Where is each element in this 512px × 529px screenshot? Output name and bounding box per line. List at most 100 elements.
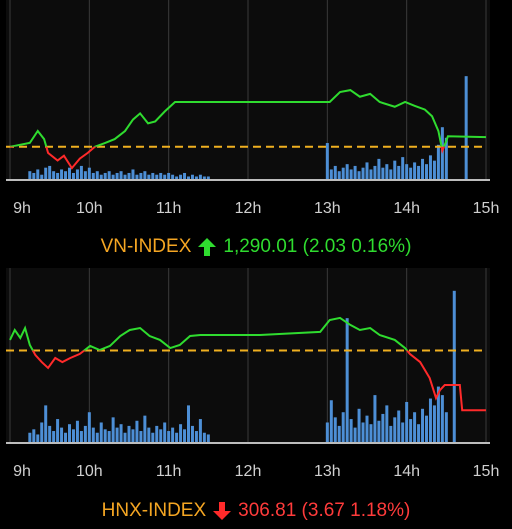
volume-bar — [48, 165, 52, 180]
volume-bar — [179, 174, 183, 180]
volume-bar — [432, 405, 436, 443]
volume-bar — [44, 167, 48, 180]
volume-bar — [206, 434, 210, 443]
volume-bar — [183, 172, 187, 180]
volume-bar — [405, 401, 409, 443]
price-line — [31, 350, 486, 412]
volume-bar — [167, 431, 171, 443]
x-tick-label: 11h — [156, 463, 182, 480]
x-tick-label: 14h — [393, 463, 420, 480]
volume-bar — [60, 427, 64, 443]
volume-bar — [190, 174, 194, 180]
volume-bar — [206, 176, 210, 180]
x-tick-label: 10h — [76, 463, 103, 480]
volume-bar — [183, 429, 187, 443]
volume-bar — [381, 413, 385, 443]
volume-bar — [151, 172, 155, 180]
volume-bar — [337, 425, 341, 443]
volume-bar — [52, 171, 56, 180]
volume-bar — [444, 137, 448, 180]
volume-bar — [32, 172, 36, 180]
volume-bar — [79, 165, 83, 180]
volume-bar — [190, 425, 194, 443]
volume-bar — [421, 158, 425, 180]
volume-bar — [127, 425, 131, 443]
volume-bar — [341, 412, 345, 443]
x-tick-label: 11h — [156, 200, 182, 217]
volume-bar — [99, 422, 103, 443]
volume-bar — [202, 176, 206, 180]
volume-bar — [333, 165, 337, 180]
volume-bar — [401, 157, 405, 180]
volume-bar — [428, 398, 432, 443]
volume-bar — [187, 405, 190, 443]
volume-bar — [401, 422, 405, 443]
x-tick-label: 12h — [235, 463, 262, 480]
x-tick-label: 15h — [473, 463, 500, 480]
volume-bar — [167, 172, 171, 180]
volume-bar — [28, 171, 32, 180]
volume-bar — [143, 171, 147, 180]
volume-bar — [381, 167, 385, 180]
volume-bar — [413, 412, 417, 443]
volume-bar — [163, 422, 167, 443]
volume-bar — [123, 174, 127, 180]
volume-bar — [373, 395, 377, 443]
volume-bar — [440, 127, 444, 180]
volume-bar — [389, 425, 393, 443]
volume-bar — [28, 432, 32, 443]
volume-bar — [365, 415, 369, 443]
volume-bar — [40, 422, 44, 443]
volume-bar — [179, 424, 183, 443]
volume-bar — [83, 171, 87, 180]
up-arrow — [198, 238, 217, 256]
volume-bar — [40, 174, 44, 180]
volume-bar — [444, 412, 448, 443]
volume-bar — [409, 167, 413, 180]
volume-bar — [91, 172, 95, 180]
volume-bar — [425, 164, 428, 180]
volume-bar — [111, 174, 115, 180]
index-name: VN-INDEX — [100, 236, 192, 257]
volume-bar — [75, 169, 79, 180]
volume-bar — [325, 143, 329, 180]
volume-bar — [417, 424, 421, 443]
volume-bar — [52, 431, 56, 443]
volume-bar — [79, 431, 83, 443]
volume-bar — [397, 410, 401, 443]
volume-bar — [87, 412, 91, 443]
x-tick-label: 15h — [473, 200, 500, 217]
volume-bar — [147, 427, 151, 443]
volume-bar — [353, 427, 357, 443]
volume-bar — [32, 429, 36, 443]
volume-bar — [198, 419, 202, 443]
index-summary: 306.81 (3.67 1.18%) — [238, 500, 411, 521]
volume-bar — [349, 419, 353, 443]
down-arrow — [213, 502, 232, 520]
volume-bar — [329, 400, 333, 443]
volume-bar — [44, 405, 48, 443]
volume-bar — [385, 164, 389, 180]
volume-bar — [95, 432, 99, 443]
volume-bar — [64, 432, 68, 443]
volume-bar — [147, 174, 151, 180]
volume-bar — [393, 160, 397, 180]
volume-bar — [107, 171, 111, 180]
volume-bar — [119, 424, 123, 443]
volume-bar — [139, 431, 143, 443]
volume-bar — [353, 165, 357, 180]
x-tick-label: 13h — [314, 200, 341, 217]
volume-bar — [397, 165, 401, 180]
volume-bar — [56, 419, 60, 443]
volume-bar — [385, 405, 389, 443]
x-tick-label: 9h — [13, 463, 31, 480]
volume-bar — [68, 167, 71, 180]
volume-bar — [373, 165, 377, 180]
x-tick-label: 9h — [13, 200, 31, 217]
caption: HNX-INDEX 306.81 (3.67 1.18%) — [0, 500, 512, 522]
volume-bar — [103, 429, 107, 443]
volume-bar — [123, 432, 127, 443]
volume-bar — [413, 162, 417, 180]
index-name: HNX-INDEX — [101, 500, 207, 521]
